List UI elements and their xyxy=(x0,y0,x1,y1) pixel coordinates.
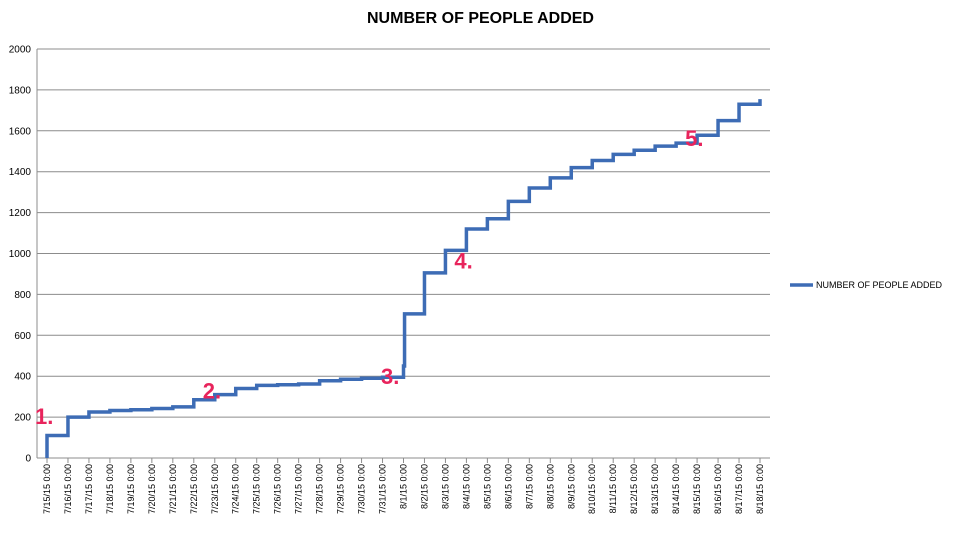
x-tick-label: 8/1/15 0:00 xyxy=(399,464,409,509)
y-tick-label: 400 xyxy=(14,372,31,383)
gridlines xyxy=(37,48,770,418)
x-tick-label: 8/15/15 0:00 xyxy=(692,464,702,514)
x-tick-label: 7/20/15 0:00 xyxy=(147,464,157,514)
annotations: 1. 2. 3. 4. 5. xyxy=(35,126,703,429)
x-tick-label: 7/16/15 0:00 xyxy=(63,464,73,514)
legend: NUMBER OF PEOPLE ADDED xyxy=(790,280,943,290)
series-lines xyxy=(45,99,762,458)
x-tick-label: 7/18/15 0:00 xyxy=(105,464,115,514)
x-tick-label: 7/25/15 0:00 xyxy=(252,464,262,514)
x-tick-labels: 7/15/15 0:00 7/16/15 0:00 7/17/15 0:00 7/18… xyxy=(42,464,765,514)
x-tick-label: 7/23/15 0:00 xyxy=(210,464,220,514)
x-tick-label: 8/5/15 0:00 xyxy=(482,464,492,509)
x-tick-label: 8/18/15 0:00 xyxy=(755,464,765,514)
y-tick-label: 1800 xyxy=(9,85,32,96)
axes xyxy=(36,49,770,463)
x-tick-label: 8/17/15 0:00 xyxy=(734,464,744,514)
x-tick-label: 8/14/15 0:00 xyxy=(671,464,681,514)
x-tick-label: 7/30/15 0:00 xyxy=(357,464,367,514)
y-tick-label: 600 xyxy=(14,331,31,342)
y-tick-label: 200 xyxy=(14,413,31,424)
annotation-label: 4. xyxy=(454,249,472,274)
x-tick-label: 7/24/15 0:00 xyxy=(231,464,241,514)
x-tick-label: 7/31/15 0:00 xyxy=(378,464,388,514)
x-tick-label: 8/4/15 0:00 xyxy=(461,464,471,509)
x-tick-label: 8/16/15 0:00 xyxy=(713,464,723,514)
x-tick-label: 8/3/15 0:00 xyxy=(440,464,450,509)
y-tick-label: 1200 xyxy=(9,208,32,219)
y-tick-label: 0 xyxy=(25,454,31,465)
y-tick-labels: 0 200 400 600 800 1000 1200 1400 1600 1800 2000 xyxy=(9,45,32,465)
x-tick-label: 8/12/15 0:00 xyxy=(629,464,639,514)
x-tick-label: 8/8/15 0:00 xyxy=(545,464,555,509)
annotation-label: 2. xyxy=(203,379,221,404)
y-tick-label: 1600 xyxy=(9,126,32,137)
x-tick-label: 8/13/15 0:00 xyxy=(650,464,660,514)
series-line-0 xyxy=(45,99,762,458)
x-tick-label: 7/29/15 0:00 xyxy=(336,464,346,514)
y-tick-label: 2000 xyxy=(9,45,32,56)
x-tick-label: 7/28/15 0:00 xyxy=(315,464,325,514)
y-tick-label: 1000 xyxy=(9,249,32,260)
x-tick-label: 7/21/15 0:00 xyxy=(168,464,178,514)
x-tick-label: 8/9/15 0:00 xyxy=(566,464,576,509)
x-tick-label: 8/11/15 0:00 xyxy=(608,464,618,513)
chart-title: NUMBER OF PEOPLE ADDED xyxy=(367,10,594,27)
legend-label: NUMBER OF PEOPLE ADDED xyxy=(816,280,943,290)
y-tick-label: 800 xyxy=(14,290,31,301)
x-tick-label: 7/22/15 0:00 xyxy=(189,464,199,514)
x-tick-label: 8/2/15 0:00 xyxy=(419,464,429,509)
x-tick-label: 7/26/15 0:00 xyxy=(273,464,283,514)
x-tick-label: 7/19/15 0:00 xyxy=(126,464,136,514)
x-tick-label: 7/27/15 0:00 xyxy=(294,464,304,514)
annotation-label: 3. xyxy=(381,364,399,389)
x-tick-label: 8/10/15 0:00 xyxy=(587,464,597,514)
y-tick-label: 1400 xyxy=(9,167,32,178)
x-tick-label: 7/15/15 0:00 xyxy=(42,464,52,514)
x-tick-label: 8/6/15 0:00 xyxy=(503,464,513,509)
x-tick-label: 8/7/15 0:00 xyxy=(524,464,534,509)
x-tick-label: 7/17/15 0:00 xyxy=(84,464,94,514)
annotation-label: 1. xyxy=(35,404,53,429)
annotation-label: 5. xyxy=(685,126,703,151)
